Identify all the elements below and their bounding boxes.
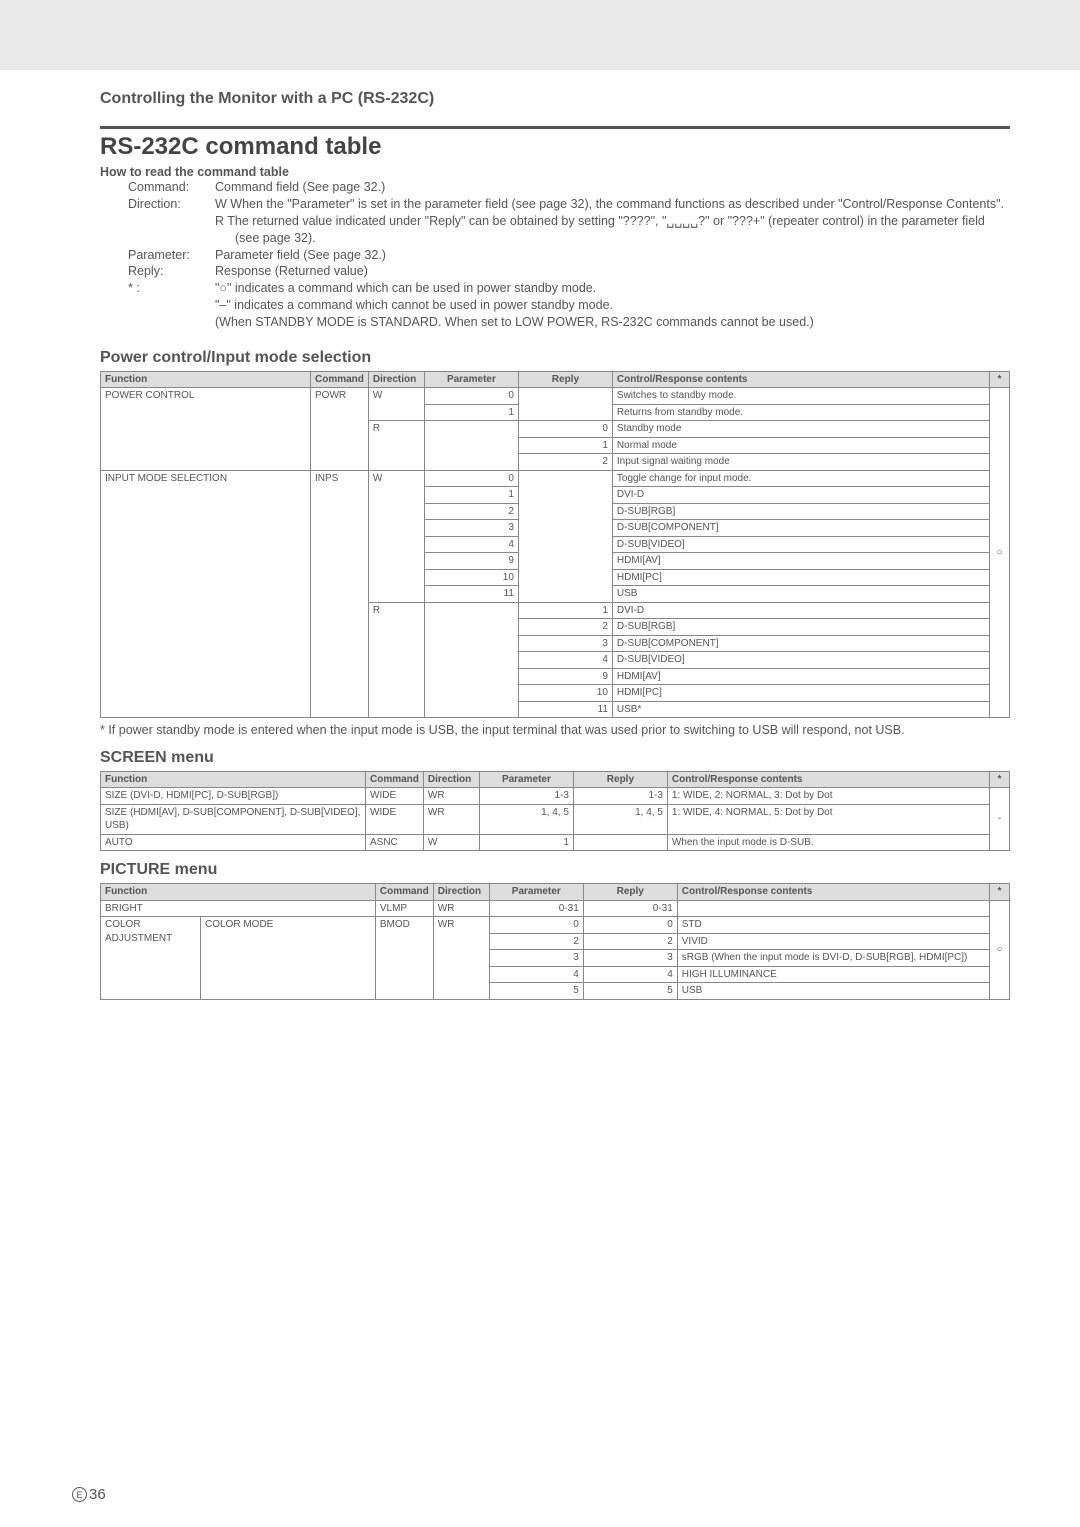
label-star: * : — [100, 280, 215, 331]
table-row: COLOR ADJUSTMENT COLOR MODE BMOD WR 0 0 … — [101, 917, 1010, 934]
table-row: SIZE (HDMI[AV], D-SUB[COMPONENT], D-SUB[… — [101, 804, 1010, 834]
page-number: E36 — [72, 1486, 106, 1503]
table-row: INPUT MODE SELECTION INPS W 0 Toggle cha… — [101, 470, 1010, 487]
direction-w: W When the "Parameter" is set in the par… — [215, 196, 1010, 213]
screen-table: Function Command Direction Parameter Rep… — [100, 771, 1010, 852]
table-header-row: Function Command Direction Parameter Rep… — [101, 884, 1010, 901]
text-command: Command field (See page 32.) — [215, 179, 1010, 196]
star-line3: (When STANDBY MODE is STANDARD. When set… — [215, 314, 1010, 331]
page-num-value: 36 — [89, 1486, 106, 1503]
power-table: Function Command Direction Parameter Rep… — [100, 371, 1010, 719]
howto-block: Command: Command field (See page 32.) Di… — [100, 179, 1010, 331]
text-reply: Response (Returned value) — [215, 263, 1010, 280]
section-title: RS-232C command table — [100, 133, 1010, 161]
label-parameter: Parameter: — [100, 247, 215, 264]
label-reply: Reply: — [100, 263, 215, 280]
divider — [100, 126, 1010, 129]
label-direction: Direction: — [100, 196, 215, 247]
star-line1: "○" indicates a command which can be use… — [215, 280, 1010, 297]
picture-title: PICTURE menu — [100, 861, 1010, 879]
table-row: SIZE (DVI-D, HDMI[PC], D-SUB[RGB]) WIDE … — [101, 788, 1010, 805]
table-header-row: Function Command Direction Parameter Rep… — [101, 771, 1010, 788]
star-line2: "–" indicates a command which cannot be … — [215, 297, 1010, 314]
page-subtitle: Controlling the Monitor with a PC (RS-23… — [100, 90, 1010, 108]
direction-r: R The returned value indicated under "Re… — [215, 213, 1010, 247]
th-function: Function — [101, 371, 311, 388]
table-header-row: Function Command Direction Parameter Rep… — [101, 371, 1010, 388]
th-command: Command — [311, 371, 369, 388]
power-footnote: * If power standby mode is entered when … — [100, 722, 1010, 738]
picture-table: Function Command Direction Parameter Rep… — [100, 883, 1010, 1000]
label-command: Command: — [100, 179, 215, 196]
screen-title: SCREEN menu — [100, 749, 1010, 767]
table-row: POWER CONTROL POWR W 0 Switches to stand… — [101, 388, 1010, 405]
howto-heading: How to read the command table — [100, 165, 1010, 179]
th-parameter: Parameter — [424, 371, 518, 388]
power-title: Power control/Input mode selection — [100, 349, 1010, 367]
table-row: BRIGHT VLMP WR 0-31 0-31 ○ — [101, 900, 1010, 917]
text-parameter: Parameter field (See page 32.) — [215, 247, 1010, 264]
th-direction: Direction — [368, 371, 424, 388]
table-row: AUTO ASNC W 1 When the input mode is D-S… — [101, 834, 1010, 851]
region-circle: E — [72, 1487, 87, 1502]
header-band — [0, 0, 1080, 70]
th-star: * — [990, 371, 1010, 388]
th-reply: Reply — [518, 371, 612, 388]
th-content: Control/Response contents — [612, 371, 989, 388]
